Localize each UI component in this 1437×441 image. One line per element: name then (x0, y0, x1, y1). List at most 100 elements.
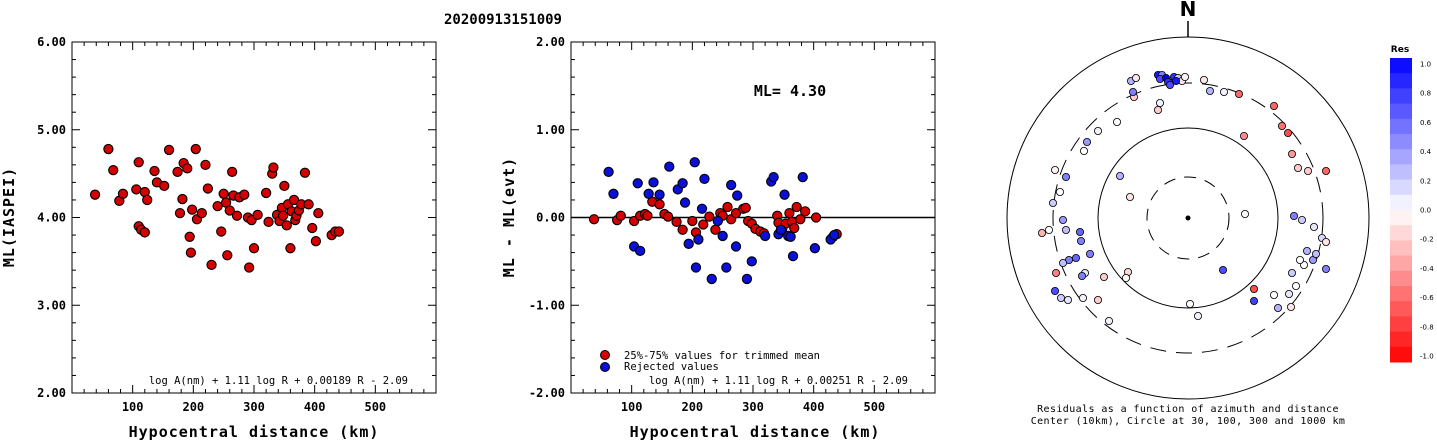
panel2-xtick-label: 300 (742, 400, 764, 414)
azimuth-point (1181, 73, 1190, 82)
azimuth-point (1240, 131, 1249, 140)
colorbar-swatch (1390, 58, 1412, 74)
azimuth-point (1100, 272, 1109, 281)
azimuth-point (1287, 302, 1296, 311)
panel1-point (216, 226, 227, 237)
panel2-point-rejected (608, 188, 619, 199)
colorbar-label: -0.6 (1420, 294, 1434, 302)
panel2-point-rejected (654, 189, 665, 200)
panel1-point (117, 188, 129, 199)
panel2-point (687, 215, 698, 227)
panel1-ytick-label: 4.00 (37, 211, 66, 225)
panel1-point (108, 164, 119, 176)
panel2-xtick-label: 500 (863, 400, 885, 414)
panel1-point (248, 243, 260, 254)
colorbar-swatch (1390, 103, 1412, 120)
panel2-point-rejected (690, 262, 702, 273)
azimuth-point (1062, 172, 1071, 181)
panel2-point (642, 210, 653, 221)
panel2-point (654, 199, 665, 210)
panel2-point (615, 210, 626, 221)
panel1-point (212, 200, 223, 212)
colorbar-swatch (1390, 164, 1412, 181)
panel2-point-rejected (689, 157, 700, 168)
panel1-point (202, 183, 214, 194)
panel1-xtick-label: 500 (364, 400, 386, 414)
azimuth-point (1206, 87, 1215, 96)
colorbar-swatch (1390, 346, 1412, 363)
panel1-point (185, 247, 197, 258)
azimuth-point (1303, 246, 1312, 255)
colorbar-label: -0.2 (1420, 236, 1434, 244)
circle-300km (1052, 82, 1324, 354)
panel2-point-rejected (648, 177, 659, 188)
panel1-point (103, 143, 114, 155)
panel2-point-rejected (787, 250, 799, 262)
panel2-point (791, 201, 802, 213)
colorbar-label: 0.2 (1420, 177, 1431, 185)
azimuth-point (1294, 163, 1303, 172)
panel1-point (224, 205, 235, 216)
azimuth-point (1057, 293, 1066, 302)
panel1-ytick-label: 2.00 (37, 386, 66, 400)
panel1-point (333, 226, 345, 237)
azimuth-point (1079, 293, 1088, 302)
panel2-xtick-label: 400 (803, 400, 825, 414)
azimuth-point (1062, 225, 1071, 234)
colorbar-label: -0.8 (1420, 323, 1434, 331)
azimuth-point (1241, 209, 1250, 218)
panel1-point (239, 189, 250, 200)
panel2-ytick-label: 1.00 (536, 123, 565, 137)
azimuth-point (1194, 311, 1203, 320)
colorbar-label: 0.6 (1420, 119, 1432, 127)
panel1-point (285, 243, 296, 254)
panel2-xlabel: Hypocentral distance (km) (630, 423, 881, 441)
panel2-point-rejected (693, 234, 704, 245)
azimuth-point (1049, 198, 1058, 207)
panel1-point (303, 199, 314, 210)
panel1-point (159, 180, 170, 192)
panel2-point (789, 222, 800, 234)
azimuth-point (1059, 215, 1068, 224)
azimuth-points (1038, 71, 1331, 325)
colorbar-swatch (1390, 240, 1412, 257)
panel1-ylabel: ML(IASPEI) (0, 167, 18, 267)
colorbar-swatch (1390, 286, 1412, 302)
colorbar-labels: 1.0 0.8 0.6 0.4 0.2 0.0 -0.2 -0.4 -0.6 -0.8 -1.0 (1420, 61, 1434, 361)
panel1-formula: log A(nm) + 1.11 log R + 0.00189 R - 2.0… (149, 375, 408, 387)
azimuth-caption-2: Center (10km), Circle at 30, 100, 300 an… (1031, 416, 1346, 427)
azimuth-point (1077, 236, 1086, 245)
azimuth-point (1116, 171, 1125, 180)
panel1-point (218, 188, 229, 199)
panel1-point (89, 189, 101, 200)
legend-label-rejected: Rejected values (624, 361, 719, 373)
azimuth-point (1186, 299, 1195, 308)
azimuth-point (1312, 249, 1321, 258)
panel-azimuth: N Residuals as a function of azimuth and… (1006, 0, 1370, 427)
colorbar-swatch (1390, 331, 1412, 348)
azimuth-point (1322, 264, 1331, 273)
panel1-point (281, 220, 292, 231)
panel2-point (662, 211, 674, 222)
panel2-point-rejected (746, 256, 757, 267)
panel2-point-rejected (632, 178, 643, 189)
panel1-xtick-label: 300 (243, 400, 265, 414)
panel2-point-rejected (699, 173, 710, 185)
azimuth-point (1284, 128, 1293, 137)
center-point (1185, 215, 1191, 221)
panel2-points (588, 157, 842, 285)
azimuth-point (1064, 295, 1073, 304)
panel1-point (231, 210, 243, 221)
azimuth-point (1094, 127, 1103, 136)
panel1-point (133, 157, 144, 168)
azimuth-point (1270, 290, 1279, 299)
panel2-point-rejected (829, 229, 840, 241)
colorbar-swatch (1390, 255, 1412, 272)
panel1-ticks: 2.00 3.00 4.00 5.00 6.00 100 200 300 400 500 (37, 35, 437, 414)
panel2-point-rejected (759, 230, 771, 242)
azimuth-point (1094, 295, 1103, 304)
azimuth-point (1129, 88, 1138, 97)
azimuth-point (1154, 106, 1163, 115)
panel2-point-rejected (717, 230, 728, 242)
